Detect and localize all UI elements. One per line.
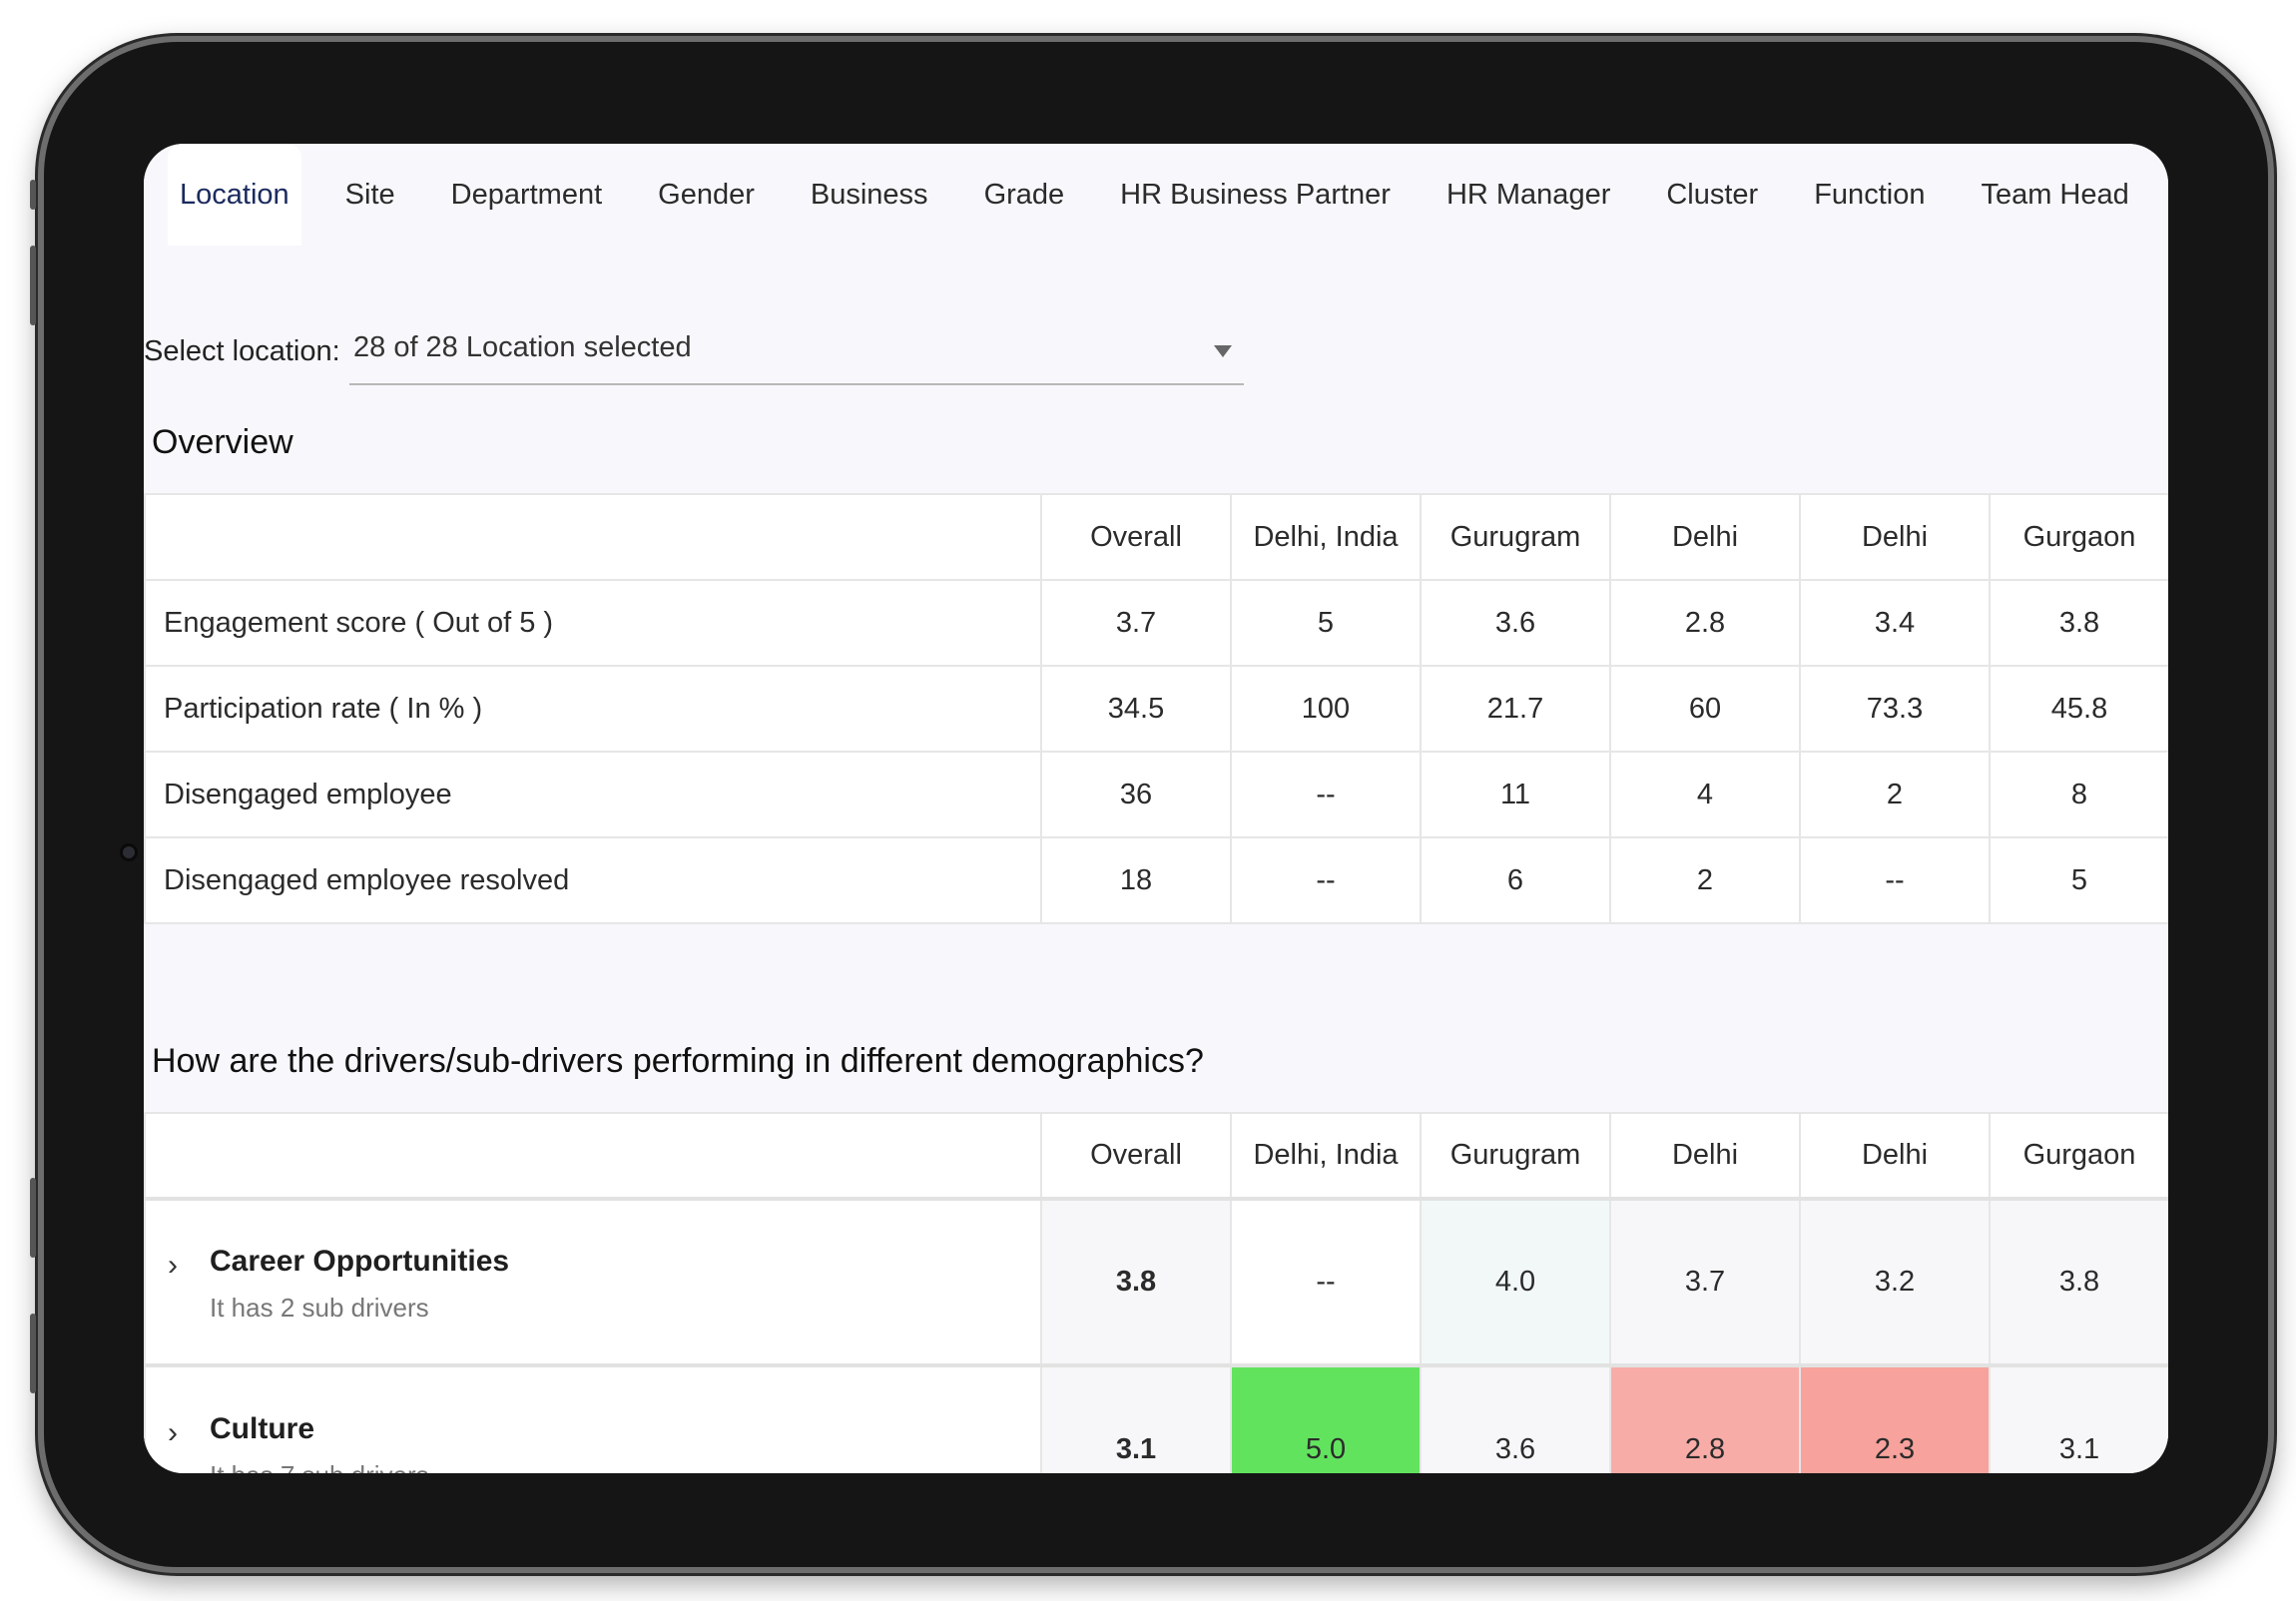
- overview-title: Overview: [152, 423, 293, 461]
- column-header: Delhi: [1609, 493, 1801, 581]
- table-cell: 60: [1609, 665, 1801, 753]
- score-cell: 2.3: [1799, 1363, 1991, 1473]
- driver-subtitle: It has 7 sub drivers: [210, 1460, 429, 1474]
- driver-row[interactable]: › Career Opportunities It has 2 sub driver…: [144, 1197, 2168, 1366]
- driver-label: › Culture It has 7 sub drivers: [146, 1368, 1040, 1474]
- select-location-label: Select location:: [144, 335, 340, 367]
- table-cell: 4: [1609, 751, 1801, 838]
- location-dropdown-value: 28 of 28 Location selected: [353, 331, 692, 363]
- table-row: Engagement score ( Out of 5 ) 3.7 5 3.6 2.8 3…: [144, 579, 2168, 667]
- table-cell: 2: [1609, 836, 1801, 924]
- overall-score-cell: 3.1: [1040, 1363, 1232, 1473]
- tab-gender[interactable]: Gender: [658, 179, 755, 211]
- overview-header-row: Overall Delhi, India Gurugram Delhi Delhi Gur…: [144, 493, 2168, 581]
- table-cell: 5: [1989, 836, 2168, 924]
- column-header: Delhi: [1799, 1112, 1991, 1200]
- tab-business[interactable]: Business: [810, 179, 928, 211]
- overall-score-cell: 3.8: [1040, 1197, 1232, 1366]
- drivers-header-row: Overall Delhi, India Gurugram Delhi Delhi Gur…: [144, 1112, 2168, 1200]
- device-button: [30, 1314, 36, 1393]
- demographic-tabs: Location Site Department Gender Business Grad…: [144, 144, 2168, 246]
- score-cell: 3.2: [1799, 1197, 1991, 1366]
- chevron-down-icon: [1214, 345, 1232, 357]
- score-cell: --: [1230, 1197, 1422, 1366]
- tab-hr-manager[interactable]: HR Manager: [1445, 179, 1611, 211]
- app-screen: Location Site Department Gender Business Grad…: [144, 144, 2168, 1473]
- row-label: Engagement score ( Out of 5 ): [144, 579, 1042, 667]
- column-header: Gurugram: [1420, 1112, 1611, 1200]
- table-cell: 5: [1230, 579, 1422, 667]
- table-cell: 3.4: [1799, 579, 1991, 667]
- column-header: Gurugram: [1420, 493, 1611, 581]
- column-header: Gurgaon: [1989, 493, 2168, 581]
- column-header: Overall: [1040, 493, 1232, 581]
- column-header: Delhi: [1799, 493, 1991, 581]
- tab-function[interactable]: Function: [1814, 179, 1926, 211]
- table-cell: --: [1230, 751, 1422, 838]
- table-cell: --: [1799, 836, 1991, 924]
- score-cell: 5.0: [1230, 1363, 1422, 1473]
- header-blank: [144, 493, 1042, 581]
- table-cell: 2: [1799, 751, 1991, 838]
- driver-name: Culture: [210, 1411, 314, 1445]
- table-cell: 2.8: [1609, 579, 1801, 667]
- table-cell: 3.6: [1420, 579, 1611, 667]
- driver-label: › Career Opportunities It has 2 sub driver…: [146, 1201, 1040, 1363]
- score-cell: 3.8: [1989, 1197, 2168, 1366]
- tab-site[interactable]: Site: [344, 179, 395, 211]
- table-cell: 100: [1230, 665, 1422, 753]
- table-cell: 73.3: [1799, 665, 1991, 753]
- table-cell: 34.5: [1040, 665, 1232, 753]
- tab-hr-business-partner[interactable]: HR Business Partner: [1120, 179, 1391, 211]
- table-cell: 6: [1420, 836, 1611, 924]
- column-header: Delhi: [1609, 1112, 1801, 1200]
- table-cell: 11: [1420, 751, 1611, 838]
- table-cell: 18: [1040, 836, 1232, 924]
- tab-team-head[interactable]: Team Head: [1981, 179, 2129, 211]
- score-cell: 3.6: [1420, 1363, 1611, 1473]
- table-cell: 8: [1989, 751, 2168, 838]
- row-label: Disengaged employee: [144, 751, 1042, 838]
- column-header: Overall: [1040, 1112, 1232, 1200]
- tab-cluster[interactable]: Cluster: [1666, 179, 1759, 211]
- row-label: Disengaged employee resolved: [144, 836, 1042, 924]
- driver-subtitle: It has 2 sub drivers: [210, 1293, 429, 1323]
- driver-row[interactable]: ›CultureIt has 7 sub drivers3.15.03.62.8…: [144, 1363, 2168, 1474]
- driver-label-cell: › Career Opportunities It has 2 sub driver…: [144, 1197, 1042, 1366]
- score-cell: 2.8: [1609, 1363, 1801, 1473]
- score-cell: 3.7: [1609, 1197, 1801, 1366]
- table-row: Disengaged employee 36 -- 11 4 2 8: [144, 751, 2168, 838]
- tab-department[interactable]: Department: [450, 179, 603, 211]
- score-cell: 4.0: [1420, 1197, 1611, 1366]
- tab-grade[interactable]: Grade: [983, 179, 1065, 211]
- driver-name: Career Opportunities: [210, 1245, 510, 1278]
- location-select-row: Select location: 28 of 28 Location selec…: [144, 313, 1244, 403]
- table-cell: --: [1230, 836, 1422, 924]
- driver-label-cell: › Culture It has 7 sub drivers: [144, 1363, 1042, 1474]
- camera-icon: [120, 843, 138, 861]
- device-button: [30, 180, 36, 210]
- drivers-table: Overall Delhi, India Gurugram Delhi Delhi Gur…: [144, 1112, 2168, 1473]
- chevron-right-icon[interactable]: ›: [168, 1415, 178, 1449]
- device-button: [30, 246, 36, 325]
- overview-table: Overall Delhi, India Gurugram Delhi Delhi Gur…: [144, 493, 2168, 924]
- table-cell: 45.8: [1989, 665, 2168, 753]
- drivers-title: How are the drivers/sub-drivers performi…: [152, 1042, 1204, 1080]
- location-dropdown[interactable]: 28 of 28 Location selected: [349, 313, 1244, 385]
- row-label: Participation rate ( In % ): [144, 665, 1042, 753]
- score-cell: 3.1: [1989, 1363, 2168, 1473]
- column-header: Gurgaon: [1989, 1112, 2168, 1200]
- column-header: Delhi, India: [1230, 1112, 1422, 1200]
- tab-location[interactable]: Location: [168, 144, 301, 246]
- device-button: [30, 1178, 36, 1258]
- column-header: Delhi, India: [1230, 493, 1422, 581]
- table-cell: 3.8: [1989, 579, 2168, 667]
- table-row: Disengaged employee resolved 18 -- 6 2 -- 5: [144, 836, 2168, 924]
- table-cell: 21.7: [1420, 665, 1611, 753]
- chevron-right-icon[interactable]: ›: [168, 1249, 178, 1282]
- header-blank: [144, 1112, 1042, 1200]
- table-row: Participation rate ( In % ) 34.5 100 21.7 60…: [144, 665, 2168, 753]
- table-cell: 3.7: [1040, 579, 1232, 667]
- table-cell: 36: [1040, 751, 1232, 838]
